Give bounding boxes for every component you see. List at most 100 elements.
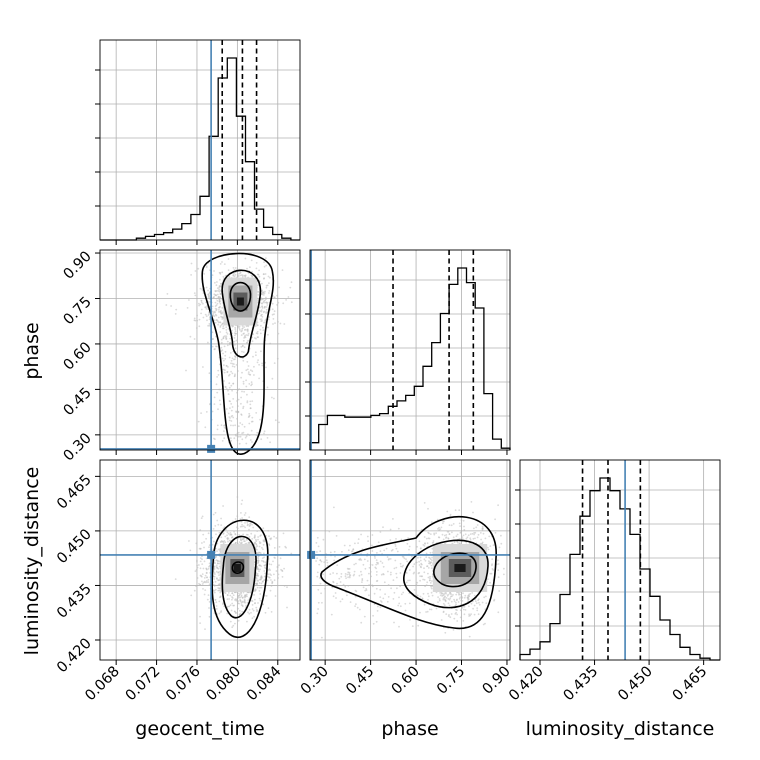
sample-point bbox=[353, 570, 356, 573]
sample-point bbox=[234, 424, 237, 427]
sample-point bbox=[218, 587, 221, 590]
sample-point bbox=[219, 292, 222, 295]
sample-point bbox=[220, 312, 223, 315]
sample-point bbox=[474, 537, 476, 540]
sample-point bbox=[199, 622, 202, 624]
sample-point bbox=[464, 609, 467, 611]
sample-point bbox=[238, 534, 241, 536]
sample-point bbox=[458, 509, 461, 512]
sample-point bbox=[452, 629, 455, 631]
sample-point bbox=[238, 609, 241, 612]
sample-point bbox=[438, 526, 440, 529]
sample-point bbox=[208, 324, 211, 327]
sample-point bbox=[238, 613, 241, 616]
sample-point bbox=[204, 589, 207, 591]
sample-point bbox=[347, 571, 350, 574]
sample-point bbox=[216, 424, 219, 427]
sample-point bbox=[219, 591, 222, 594]
sample-point bbox=[195, 327, 198, 329]
sample-point bbox=[212, 338, 214, 340]
sample-point bbox=[199, 287, 202, 290]
sample-point bbox=[261, 557, 264, 559]
sample-point bbox=[225, 326, 228, 329]
sample-point bbox=[344, 585, 347, 588]
sample-point bbox=[215, 297, 218, 300]
sample-point bbox=[267, 275, 270, 278]
sample-point bbox=[240, 414, 243, 416]
sample-point bbox=[246, 368, 249, 371]
sample-point bbox=[216, 376, 219, 378]
sample-point bbox=[233, 269, 236, 271]
sample-point bbox=[371, 550, 374, 552]
sample-point bbox=[503, 573, 505, 576]
sample-point bbox=[429, 533, 432, 535]
sample-point bbox=[214, 525, 217, 527]
sample-point bbox=[233, 340, 236, 343]
sample-point bbox=[253, 537, 256, 539]
sample-point bbox=[217, 571, 220, 574]
sample-point bbox=[343, 544, 346, 547]
sample-point bbox=[270, 579, 272, 581]
sample-point bbox=[260, 586, 263, 589]
sample-point bbox=[475, 526, 478, 529]
sample-point bbox=[441, 533, 444, 536]
sample-point bbox=[456, 620, 459, 622]
sample-point bbox=[199, 557, 202, 559]
sample-point bbox=[428, 560, 430, 562]
sample-point bbox=[484, 537, 487, 540]
sample-point bbox=[240, 602, 243, 604]
sample-point bbox=[503, 567, 505, 570]
sample-point bbox=[435, 532, 437, 534]
sample-point bbox=[246, 521, 249, 524]
ytick-label-luminosity_distance: 0.465 bbox=[54, 472, 95, 513]
xtick-label-geocent_time: 0.076 bbox=[163, 664, 204, 705]
sample-point bbox=[202, 567, 205, 570]
sample-point bbox=[316, 612, 319, 615]
sample-point bbox=[194, 319, 197, 322]
sample-point bbox=[247, 373, 250, 375]
sample-point bbox=[478, 601, 480, 604]
sample-point bbox=[227, 393, 230, 395]
sample-point bbox=[263, 564, 266, 567]
sample-point bbox=[255, 538, 257, 541]
xtick-label-phase: 0.45 bbox=[343, 664, 377, 698]
sample-point bbox=[430, 591, 433, 594]
sample-point bbox=[218, 560, 221, 563]
sample-point bbox=[203, 541, 206, 543]
ytick-label-luminosity_distance: 0.450 bbox=[54, 526, 95, 567]
sample-point bbox=[230, 420, 233, 422]
sample-point bbox=[455, 611, 457, 614]
sample-point bbox=[263, 265, 266, 268]
sample-point bbox=[460, 603, 463, 605]
sample-point bbox=[213, 296, 216, 298]
contour-luminosity_distance-geocent_time-1 bbox=[221, 535, 257, 619]
sample-point bbox=[481, 528, 484, 531]
sample-point bbox=[445, 537, 447, 539]
xtick-label-phase: 0.60 bbox=[389, 664, 423, 698]
sample-point bbox=[208, 546, 210, 549]
sample-point bbox=[247, 365, 250, 367]
sample-point bbox=[242, 405, 245, 408]
sample-point bbox=[200, 301, 203, 304]
sample-point bbox=[290, 552, 293, 555]
sample-point bbox=[368, 594, 370, 597]
sample-point bbox=[231, 372, 234, 375]
sample-point bbox=[459, 616, 462, 619]
sample-point bbox=[380, 573, 383, 576]
sample-point bbox=[234, 355, 237, 357]
sample-point bbox=[262, 291, 264, 293]
sample-point bbox=[462, 592, 464, 595]
sample-point bbox=[267, 573, 269, 576]
sample-point bbox=[353, 563, 356, 566]
sample-point bbox=[214, 511, 217, 514]
sample-point bbox=[404, 602, 407, 605]
sample-point bbox=[340, 573, 343, 575]
sample-point bbox=[207, 341, 209, 344]
sample-point bbox=[261, 559, 263, 562]
sample-point bbox=[363, 615, 366, 618]
sample-point bbox=[332, 572, 334, 574]
sample-point bbox=[241, 390, 243, 393]
sample-point bbox=[456, 541, 459, 543]
sample-point bbox=[281, 569, 284, 572]
sample-point bbox=[399, 572, 402, 574]
